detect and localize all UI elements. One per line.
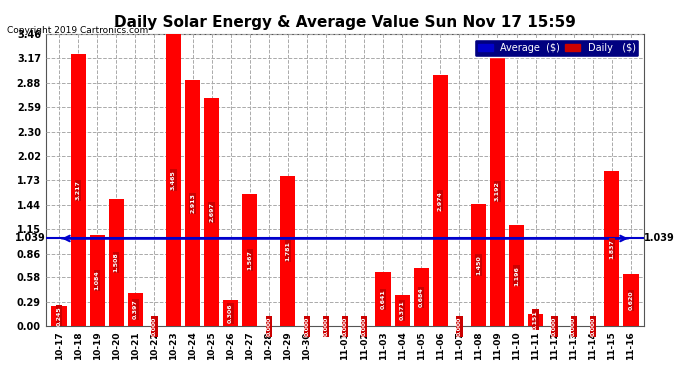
Text: 1.196: 1.196 (514, 266, 519, 286)
Text: 0.000: 0.000 (457, 316, 462, 336)
Text: 0.000: 0.000 (324, 316, 328, 336)
Text: 0.000: 0.000 (304, 316, 309, 336)
Text: 0.000: 0.000 (152, 316, 157, 336)
Bar (204, 98, 219, 326)
Text: 3.217: 3.217 (76, 180, 81, 200)
Text: 0.000: 0.000 (342, 316, 348, 336)
Bar (375, 272, 391, 326)
Bar (128, 293, 143, 326)
Text: 3.465: 3.465 (171, 170, 176, 190)
Text: 1.567: 1.567 (247, 250, 253, 270)
Text: 0.245: 0.245 (57, 306, 61, 326)
Text: 1.450: 1.450 (476, 255, 481, 275)
Text: 0.000: 0.000 (266, 316, 271, 336)
Bar (166, 33, 181, 326)
Bar (185, 80, 200, 326)
Bar (528, 314, 543, 326)
Text: 2.697: 2.697 (209, 202, 214, 222)
Bar (223, 300, 238, 326)
Bar (433, 75, 448, 326)
Text: 1.837: 1.837 (609, 239, 614, 259)
Bar (52, 306, 67, 326)
Text: 0.641: 0.641 (381, 289, 386, 309)
Bar (395, 295, 410, 326)
Text: Copyright 2019 Cartronics.com: Copyright 2019 Cartronics.com (7, 26, 148, 35)
Bar (108, 199, 124, 326)
Bar (490, 57, 505, 326)
Bar (471, 204, 486, 326)
Text: 1.781: 1.781 (286, 241, 290, 261)
Text: 2.974: 2.974 (437, 191, 443, 211)
Bar (70, 54, 86, 326)
Text: 0.620: 0.620 (629, 290, 633, 310)
Text: 1.039: 1.039 (15, 234, 46, 243)
Text: 0.397: 0.397 (133, 300, 138, 320)
Bar (413, 268, 429, 326)
Text: 0.151: 0.151 (533, 310, 538, 330)
Text: 0.371: 0.371 (400, 301, 404, 321)
Legend: Average  ($), Daily   ($): Average ($), Daily ($) (474, 39, 640, 57)
Text: 2.913: 2.913 (190, 193, 195, 213)
Text: 1.508: 1.508 (114, 253, 119, 272)
Text: 0.000: 0.000 (362, 316, 366, 336)
Title: Daily Solar Energy & Average Value Sun Nov 17 15:59: Daily Solar Energy & Average Value Sun N… (114, 15, 576, 30)
Bar (604, 171, 620, 326)
Bar (242, 194, 257, 326)
Bar (90, 235, 105, 326)
Bar (509, 225, 524, 326)
Bar (623, 274, 638, 326)
Text: 1.084: 1.084 (95, 271, 100, 290)
Text: 0.000: 0.000 (552, 316, 557, 336)
Text: 3.192: 3.192 (495, 182, 500, 201)
Text: 1.039: 1.039 (644, 234, 675, 243)
Text: 0.306: 0.306 (228, 303, 233, 323)
Text: 0.000: 0.000 (590, 316, 595, 336)
Text: 0.000: 0.000 (571, 316, 576, 336)
Text: 0.684: 0.684 (419, 288, 424, 307)
Bar (280, 176, 295, 326)
